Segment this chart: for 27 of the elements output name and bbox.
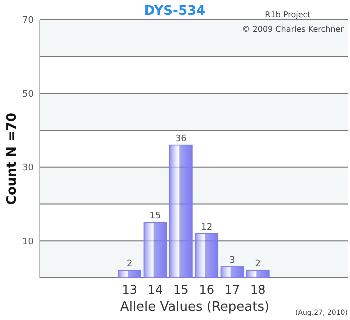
data-label: 36 — [175, 134, 188, 144]
x-axis-title: Allele Values (Repeats) — [120, 300, 270, 315]
x-tick-label: 18 — [250, 283, 266, 297]
data-label: 2 — [255, 260, 262, 270]
bar — [169, 144, 193, 278]
bar — [144, 222, 168, 278]
bar — [118, 270, 142, 278]
y-tick-label: 50 — [22, 90, 34, 100]
data-label: 3 — [230, 256, 236, 266]
bar — [195, 233, 219, 278]
y-tick-label: 10 — [22, 237, 34, 248]
x-tick-label: 15 — [174, 283, 189, 297]
data-label: 15 — [150, 212, 162, 222]
x-tick-label: 16 — [199, 283, 214, 297]
x-tick-label: 14 — [148, 283, 164, 297]
x-tick-label: 13 — [122, 283, 138, 297]
y-tick-label: 30 — [22, 164, 34, 174]
y-axis-title: Count N =70 — [5, 112, 20, 206]
chart-title: DYS-534 — [144, 4, 206, 19]
x-tick-label: 17 — [224, 283, 240, 297]
y-tick-label: 70 — [22, 16, 34, 26]
bar — [220, 266, 244, 278]
data-label: 12 — [201, 222, 213, 233]
data-label: 2 — [126, 260, 133, 270]
annotation: © 2009 Charles Kerchner — [242, 25, 345, 34]
text: R1b Project — [265, 10, 311, 20]
bar — [246, 270, 270, 278]
